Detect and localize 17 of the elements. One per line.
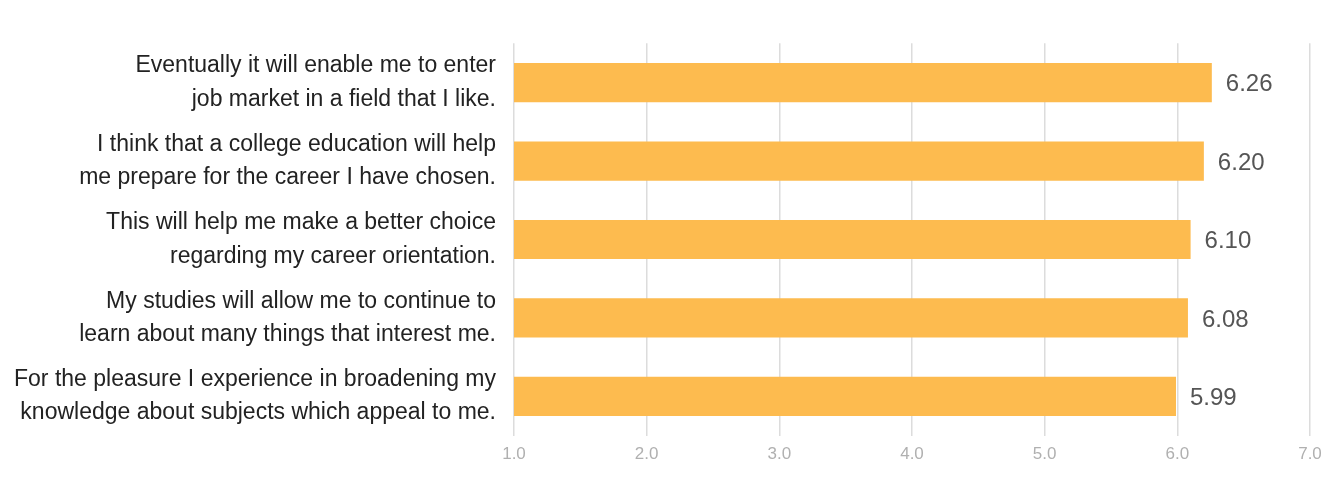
- data-label: 5.99: [1190, 383, 1237, 411]
- y-tick-label: For the pleasure I experience in broadening my knowledge about subjects which appeal to me.: [13, 365, 497, 425]
- data-label: 6.20: [1217, 147, 1265, 175]
- y-tick-label: Eventually it will enable me to enter job market in a field that I like.: [135, 51, 497, 111]
- x-tick-label: 4.0: [900, 443, 924, 463]
- x-tick-label: 3.0: [767, 443, 792, 463]
- data-label: 6.08: [1201, 304, 1249, 332]
- x-tick-label: 5.0: [1032, 443, 1057, 463]
- x-tick-label: 2.0: [634, 443, 659, 463]
- y-tick-label: My studies will allow me to continue to learn about many things that interest me.: [79, 286, 496, 346]
- y-tick-label: This will help me make a better choice regarding my career orientation.: [106, 208, 496, 268]
- x-tick-label: 1.0: [502, 443, 526, 463]
- y-tick-label: I think that a college education will help me prepare for the career I have chosen.: [79, 129, 496, 190]
- x-tick-label: 7.0: [1298, 443, 1322, 463]
- data-label: 6.10: [1204, 226, 1252, 254]
- x-tick-label: 6.0: [1165, 443, 1190, 463]
- data-label: 6.26: [1225, 69, 1273, 97]
